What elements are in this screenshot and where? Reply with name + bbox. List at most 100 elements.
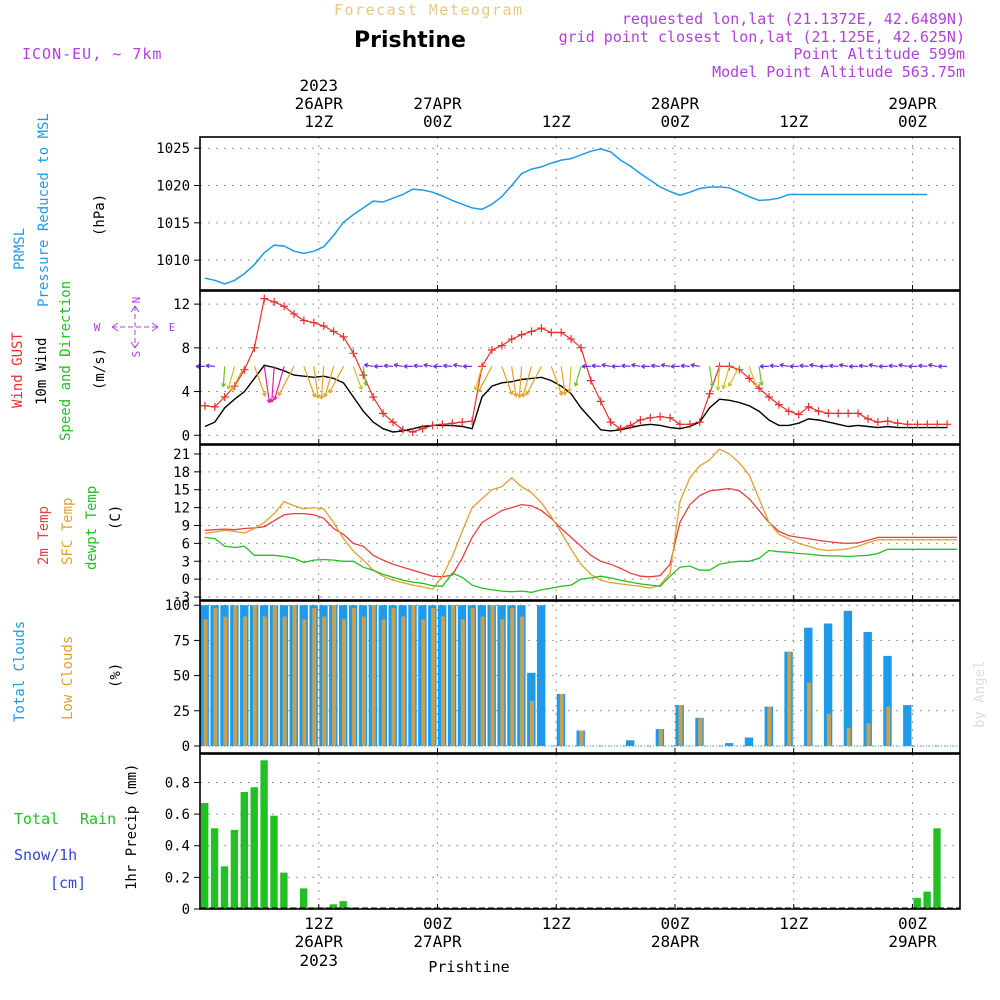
gust-marker	[893, 419, 902, 428]
wind-direction-arrow	[641, 363, 651, 369]
low-cloud-bar	[322, 616, 327, 746]
pressure-label-1: PRMSL	[12, 228, 28, 270]
wind-direction-arrow	[319, 366, 325, 400]
gust-marker	[270, 297, 279, 306]
pressure-panel: 1010 1015 1020 1025	[156, 136, 961, 291]
wind-direction-arrow	[253, 366, 267, 397]
precip-axis-label: 1hr Precip (mm)	[124, 764, 140, 890]
gust-marker	[804, 402, 813, 411]
rain-bar	[300, 888, 308, 909]
wind-direction-arrow	[473, 366, 483, 391]
low-cloud-bar	[252, 605, 257, 746]
gust-marker	[814, 407, 823, 416]
wind-direction-arrow	[277, 366, 295, 397]
wind-direction-arrow	[443, 363, 453, 369]
y-tick-label: 15	[173, 483, 190, 499]
forecast-meteogram-subtitle: Forecast Meteogram	[334, 1, 524, 19]
footer-location: Prishtine	[428, 958, 509, 976]
bottom-axis-hour: 12Z	[304, 914, 333, 933]
wind-direction-arrow	[501, 366, 514, 396]
wind-direction-arrow	[601, 362, 611, 368]
wind-direction-arrow	[660, 362, 671, 368]
gust-marker	[369, 393, 378, 402]
low-cloud-bar	[401, 616, 406, 746]
gust-marker	[478, 362, 487, 371]
y-tick-label: 9	[182, 518, 190, 534]
y-tick-label: 21	[173, 447, 190, 463]
top-axis-hour: 12Z	[779, 112, 808, 131]
low-cloud-bar	[411, 605, 416, 746]
y-tick-label: 4	[182, 385, 190, 401]
cloud-unit: (%)	[108, 663, 124, 688]
gust-marker	[824, 409, 833, 418]
bottom-axis-date: 26APR	[295, 932, 344, 951]
gust-marker	[943, 420, 952, 429]
low-cloud-bar	[767, 706, 772, 746]
wind-direction-arrow	[521, 366, 533, 398]
wind-gust-series-line	[204, 297, 948, 433]
gust-marker	[616, 424, 625, 433]
temp-2m-series-line	[204, 487, 957, 578]
low-cloud-bar	[807, 682, 812, 746]
pressure-series-line	[204, 148, 928, 285]
wind-direction-arrow	[819, 363, 829, 369]
compass-w-label: W	[94, 321, 101, 334]
wind-direction-arrow	[709, 366, 715, 388]
y-tick-label: 0.4	[165, 839, 190, 855]
temp-dewpt-series-line	[204, 536, 957, 593]
low-cloud-bar	[559, 693, 564, 746]
gust-marker	[854, 409, 863, 418]
wind-direction-arrow	[888, 363, 898, 369]
wind-direction-arrow	[362, 366, 368, 386]
bottom-axis-date: 28APR	[651, 932, 700, 951]
rain-bar	[201, 803, 209, 909]
total-cloud-bar	[744, 737, 754, 746]
gust-marker	[379, 409, 388, 418]
low-cloud-bar	[510, 608, 515, 746]
gust-marker	[388, 418, 397, 427]
wind-direction-arrow	[373, 363, 384, 369]
gust-marker	[576, 343, 585, 352]
y-tick-label: 50	[173, 669, 190, 685]
wind-direction-arrow	[303, 366, 317, 398]
wind-direction-arrow	[611, 363, 621, 369]
low-cloud-bar	[846, 727, 851, 746]
top-axis-hour: 00Z	[898, 112, 927, 131]
gust-marker	[517, 330, 526, 339]
bottom-axis-hour: 00Z	[898, 914, 927, 933]
low-cloud-bar	[361, 616, 366, 746]
gust-marker	[349, 349, 358, 358]
total-cloud-bar	[883, 655, 892, 746]
gust-marker	[418, 424, 427, 433]
wind-direction-arrow	[838, 362, 849, 368]
low-cloud-bar	[490, 605, 495, 746]
rain-bar	[210, 828, 219, 909]
gust-marker	[913, 420, 922, 429]
gust-marker	[774, 400, 783, 409]
compass-s-label: S	[130, 351, 143, 358]
gust-marker	[547, 328, 556, 337]
wind-direction-arrow	[621, 363, 631, 369]
wind-direction-arrow	[573, 366, 582, 387]
low-cloud-bar	[470, 608, 475, 746]
precip-panel: 0 0.2 0.4 0.6 0.8	[165, 753, 961, 918]
rain-bar	[339, 901, 347, 909]
wind-direction-arrow	[413, 363, 423, 369]
wind-direction-arrow	[363, 362, 374, 368]
compass-rose: N S W E	[94, 297, 176, 358]
wind-direction-arrow	[650, 363, 661, 369]
top-axis-year: 2023	[299, 76, 338, 95]
low-cloud-bar	[233, 605, 238, 746]
grid-coords: grid point closest lon,lat (21.125E, 42.…	[559, 28, 965, 46]
bottom-axis-date: 27APR	[413, 932, 462, 951]
wind-direction-arrow	[462, 363, 473, 369]
wind-direction-arrow	[898, 362, 908, 368]
gust-marker	[220, 393, 229, 402]
y-tick-label: 0.2	[165, 870, 190, 886]
low-cloud-bar	[678, 705, 683, 746]
gust-marker	[210, 402, 219, 411]
wind-direction-arrow	[769, 363, 779, 369]
top-axis-hour: 12Z	[304, 112, 333, 131]
requested-coords: requested lon,lat (21.1372E, 42.6489N)	[622, 10, 965, 28]
